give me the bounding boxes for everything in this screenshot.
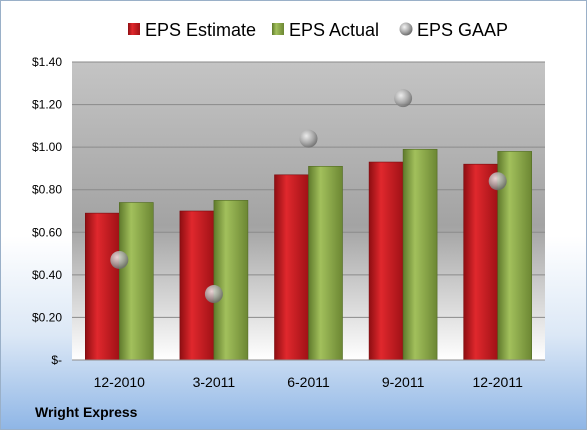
legend-eps-actual-swatch [272, 23, 284, 35]
legend-eps-gaap-label: EPS GAAP [417, 20, 508, 40]
y-tick-label: $0.80 [32, 183, 62, 197]
bar-eps-actual [308, 166, 343, 361]
legend-eps-estimate-swatch [128, 23, 140, 35]
bar-eps-estimate [274, 174, 309, 361]
point-eps-gaap [488, 172, 507, 191]
x-tick-label: 6-2011 [287, 374, 330, 390]
point-eps-gaap [299, 129, 318, 148]
bar-eps-actual [213, 200, 249, 361]
x-tick-label: 3-2011 [193, 374, 236, 390]
y-tick-label: $1.20 [32, 98, 62, 112]
legend-eps-actual-label: EPS Actual [289, 20, 379, 40]
bar-eps-estimate [368, 161, 404, 361]
point-eps-gaap [110, 250, 129, 269]
bar-eps-actual [119, 202, 154, 361]
point-eps-gaap [394, 89, 413, 108]
y-tick-label: $1.00 [32, 140, 62, 154]
y-tick-label: $0.20 [32, 310, 62, 324]
legend-eps-estimate-label: EPS Estimate [145, 20, 256, 40]
y-tick-label: $0.60 [32, 225, 62, 239]
bar-eps-estimate [85, 212, 120, 361]
x-tick-label: 9-2011 [382, 374, 425, 390]
y-tick-label: $0.40 [32, 268, 62, 282]
y-tick-label: $- [51, 353, 62, 367]
x-tick-label: 12-2011 [473, 374, 524, 390]
bar-eps-estimate [179, 210, 215, 361]
point-eps-gaap [204, 285, 223, 304]
legend-eps-gaap-swatch [399, 22, 413, 36]
y-tick-label: $1.40 [32, 55, 62, 69]
bar-eps-actual [402, 148, 438, 361]
company-name: Wright Express [35, 404, 138, 420]
x-tick-label: 12-2010 [94, 374, 146, 390]
bar-eps-estimate [463, 163, 499, 361]
